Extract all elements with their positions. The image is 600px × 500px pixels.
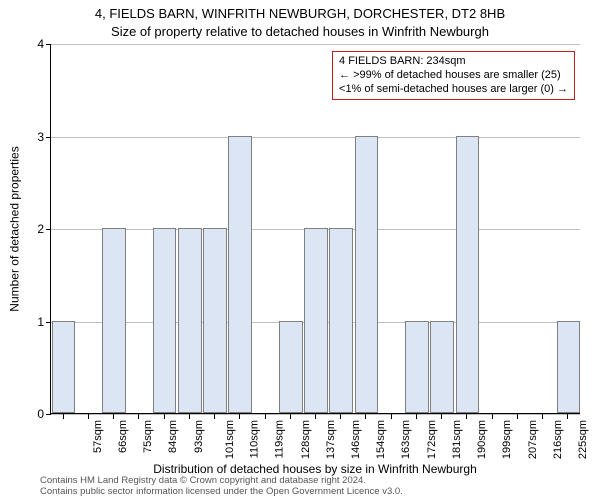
bar: [279, 321, 303, 414]
annotation-box: 4 FIELDS BARN: 234sqm ← >99% of detached…: [332, 51, 575, 100]
bar: [228, 136, 252, 414]
bar: [557, 321, 581, 414]
xtick-label: 181sqm: [451, 420, 463, 459]
xtick-label: 163sqm: [401, 420, 413, 459]
annotation-line: 4 FIELDS BARN: 234sqm: [339, 55, 568, 69]
bar: [102, 228, 126, 413]
xtick-mark: [290, 414, 291, 419]
xtick-label: 154sqm: [375, 420, 387, 459]
xtick-mark: [466, 414, 467, 419]
xtick-mark: [517, 414, 518, 419]
xtick-label: 119sqm: [274, 420, 286, 458]
xtick-label: 75sqm: [142, 420, 154, 453]
ytick-mark: [46, 322, 51, 323]
xtick-mark: [391, 414, 392, 419]
x-axis-label: Distribution of detached houses by size …: [50, 462, 580, 476]
ytick-label: 3: [4, 130, 44, 144]
gridline: [51, 44, 580, 45]
xtick-label: 66sqm: [117, 420, 129, 453]
xtick-label: 225sqm: [577, 420, 589, 459]
xtick-mark: [138, 414, 139, 419]
xtick-mark: [365, 414, 366, 419]
ytick-label: 4: [4, 37, 44, 51]
xtick-mark: [239, 414, 240, 419]
xtick-mark: [113, 414, 114, 419]
xtick-mark: [214, 414, 215, 419]
ytick-mark: [46, 229, 51, 230]
bar: [456, 136, 480, 414]
bar: [329, 228, 353, 413]
xtick-label: 93sqm: [193, 420, 205, 453]
ytick-mark: [46, 137, 51, 138]
xtick-mark: [189, 414, 190, 419]
ytick-label: 2: [4, 222, 44, 236]
xtick-label: 84sqm: [167, 420, 179, 453]
xtick-label: 207sqm: [527, 420, 539, 459]
xtick-label: 172sqm: [426, 420, 438, 459]
bar: [355, 136, 379, 414]
ytick-mark: [46, 44, 51, 45]
xtick-label: 199sqm: [502, 420, 514, 459]
xtick-mark: [164, 414, 165, 419]
xtick-mark: [542, 414, 543, 419]
xtick-mark: [315, 414, 316, 419]
bar: [430, 321, 454, 414]
xtick-label: 146sqm: [350, 420, 362, 459]
bar: [52, 321, 76, 414]
ytick-label: 0: [4, 407, 44, 421]
annotation-line: ← >99% of detached houses are smaller (2…: [339, 69, 568, 83]
bar: [405, 321, 429, 414]
chart-title-line1: 4, FIELDS BARN, WINFRITH NEWBURGH, DORCH…: [0, 6, 600, 21]
xtick-label: 110sqm: [248, 420, 260, 458]
xtick-mark: [63, 414, 64, 419]
gridline: [51, 137, 580, 138]
bar: [153, 228, 177, 413]
xtick-label: 101sqm: [224, 420, 236, 459]
ytick-mark: [46, 414, 51, 415]
xtick-mark: [567, 414, 568, 419]
xtick-mark: [416, 414, 417, 419]
xtick-mark: [340, 414, 341, 419]
xtick-mark: [492, 414, 493, 419]
ytick-label: 1: [4, 315, 44, 329]
xtick-label: 190sqm: [476, 420, 488, 459]
chart-frame: 4, FIELDS BARN, WINFRITH NEWBURGH, DORCH…: [0, 0, 600, 500]
xtick-mark: [441, 414, 442, 419]
bar: [203, 228, 227, 413]
xtick-label: 216sqm: [552, 420, 564, 459]
bar: [304, 228, 328, 413]
xtick-mark: [265, 414, 266, 419]
footer-line: Contains public sector information licen…: [40, 487, 403, 498]
xtick-label: 128sqm: [300, 420, 312, 459]
xtick-mark: [88, 414, 89, 419]
annotation-line: <1% of semi-detached houses are larger (…: [339, 83, 568, 97]
xtick-label: 57sqm: [92, 420, 104, 453]
bar: [178, 228, 202, 413]
footer-text: Contains HM Land Registry data © Crown c…: [40, 476, 403, 498]
xtick-label: 137sqm: [325, 420, 337, 459]
chart-title-line2: Size of property relative to detached ho…: [0, 24, 600, 39]
